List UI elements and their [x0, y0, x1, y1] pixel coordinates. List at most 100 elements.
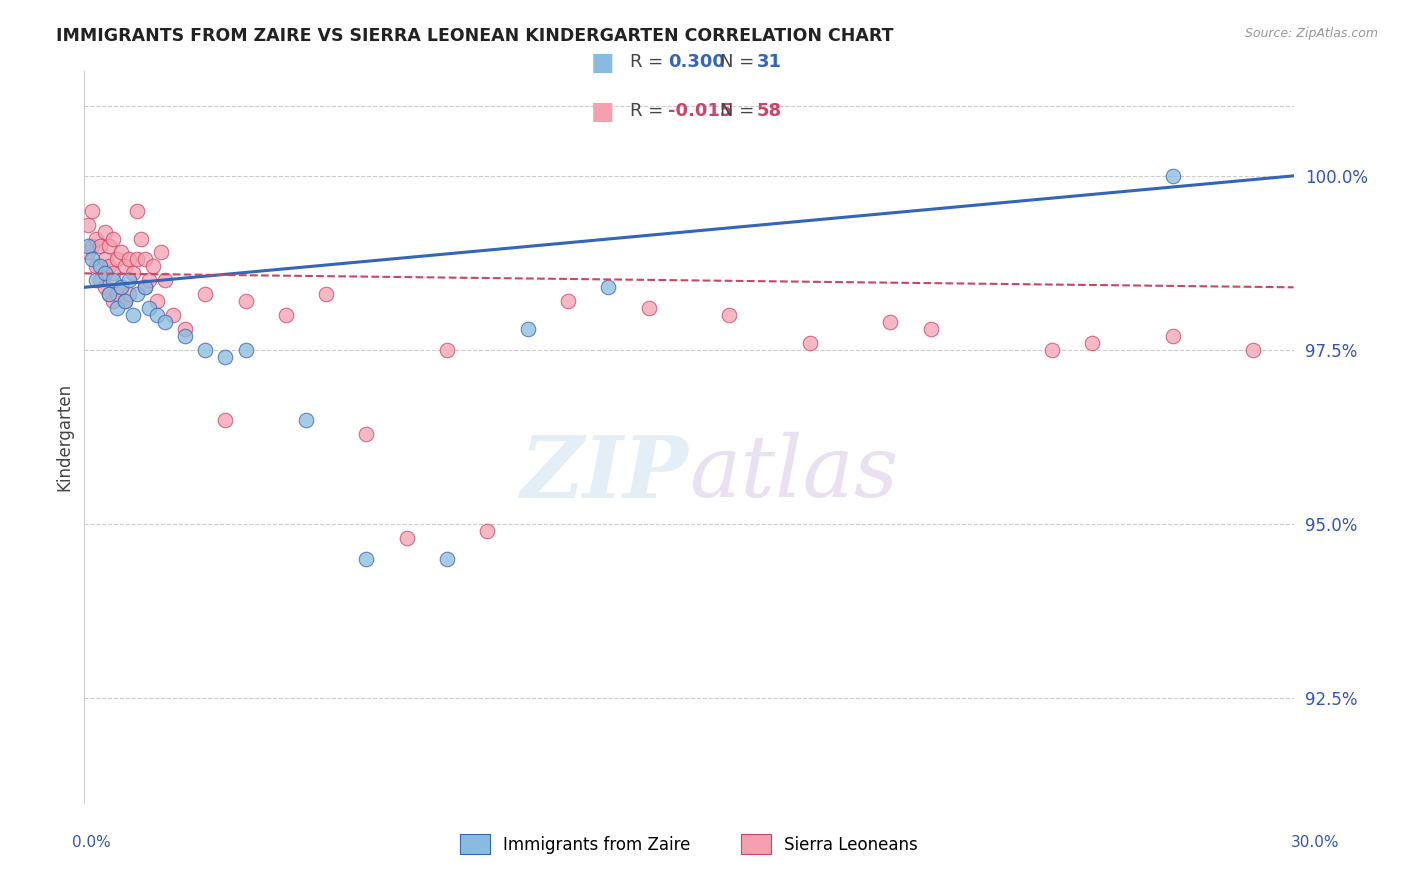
- Point: [637, 301, 659, 316]
- Point: [93, 252, 115, 267]
- Text: 30.0%: 30.0%: [1291, 836, 1339, 850]
- Point: [149, 245, 172, 260]
- Point: [86, 260, 108, 274]
- Point: [194, 287, 217, 301]
- Point: [93, 280, 115, 294]
- Point: [110, 280, 132, 294]
- Point: [162, 308, 184, 322]
- Text: N =: N =: [720, 103, 759, 120]
- Point: [118, 287, 141, 301]
- Point: [142, 260, 165, 274]
- Text: 58: 58: [756, 103, 782, 120]
- Point: [138, 273, 160, 287]
- Point: [799, 336, 821, 351]
- Point: [101, 231, 124, 245]
- Point: [194, 343, 217, 357]
- Point: [105, 287, 128, 301]
- Point: [114, 260, 136, 274]
- Text: -0.015: -0.015: [668, 103, 733, 120]
- Point: [125, 252, 148, 267]
- Point: [134, 252, 156, 267]
- Text: atlas: atlas: [689, 433, 898, 515]
- Point: [235, 343, 257, 357]
- Point: [174, 329, 197, 343]
- Legend: Immigrants from Zaire, Sierra Leoneans: Immigrants from Zaire, Sierra Leoneans: [453, 828, 925, 860]
- Point: [214, 412, 236, 426]
- Point: [134, 280, 156, 294]
- Point: [77, 238, 100, 252]
- Point: [174, 322, 197, 336]
- Text: 31: 31: [756, 54, 782, 71]
- Point: [274, 308, 297, 322]
- Point: [86, 231, 108, 245]
- Text: 0.0%: 0.0%: [72, 836, 111, 850]
- Y-axis label: Kindergarten: Kindergarten: [55, 383, 73, 491]
- Point: [77, 245, 100, 260]
- Point: [153, 273, 176, 287]
- Point: [89, 260, 111, 274]
- Point: [82, 238, 104, 252]
- Point: [101, 273, 124, 287]
- Point: [146, 308, 169, 322]
- Point: [125, 287, 148, 301]
- Point: [77, 218, 100, 232]
- Point: [105, 252, 128, 267]
- Text: R =: R =: [630, 103, 669, 120]
- Point: [235, 294, 257, 309]
- Point: [557, 294, 579, 309]
- Point: [146, 294, 169, 309]
- Point: [129, 231, 152, 245]
- Point: [214, 350, 236, 364]
- Point: [86, 273, 108, 287]
- Point: [114, 294, 136, 309]
- Point: [295, 412, 318, 426]
- Point: [1241, 343, 1264, 357]
- Point: [315, 287, 337, 301]
- Point: [114, 294, 136, 309]
- Point: [93, 225, 115, 239]
- Text: R =: R =: [630, 54, 669, 71]
- Point: [82, 203, 104, 218]
- Text: 0.300: 0.300: [668, 54, 724, 71]
- Point: [118, 273, 141, 287]
- Point: [598, 280, 620, 294]
- Point: [118, 252, 141, 267]
- Text: ZIP: ZIP: [522, 432, 689, 516]
- Point: [89, 238, 111, 252]
- Text: Source: ZipAtlas.com: Source: ZipAtlas.com: [1244, 27, 1378, 40]
- Point: [121, 308, 143, 322]
- Point: [125, 203, 148, 218]
- Point: [356, 426, 378, 441]
- Point: [920, 322, 942, 336]
- Point: [89, 273, 111, 287]
- Point: [436, 343, 458, 357]
- Point: [93, 266, 115, 280]
- Point: [101, 266, 124, 280]
- Point: [879, 315, 901, 329]
- Point: [134, 280, 156, 294]
- Text: N =: N =: [720, 54, 759, 71]
- Point: [82, 252, 104, 267]
- Point: [1161, 169, 1184, 183]
- Text: IMMIGRANTS FROM ZAIRE VS SIERRA LEONEAN KINDERGARTEN CORRELATION CHART: IMMIGRANTS FROM ZAIRE VS SIERRA LEONEAN …: [56, 27, 894, 45]
- Point: [138, 301, 160, 316]
- Point: [110, 280, 132, 294]
- Point: [121, 266, 143, 280]
- Point: [110, 245, 132, 260]
- Point: [436, 552, 458, 566]
- Point: [1081, 336, 1104, 351]
- Point: [356, 552, 378, 566]
- Point: [97, 238, 120, 252]
- Text: ■: ■: [591, 100, 614, 123]
- Point: [477, 524, 499, 538]
- Point: [97, 287, 120, 301]
- Point: [97, 287, 120, 301]
- Point: [395, 531, 418, 545]
- Point: [1161, 329, 1184, 343]
- Point: [718, 308, 741, 322]
- Point: [105, 301, 128, 316]
- Point: [153, 315, 176, 329]
- Point: [97, 260, 120, 274]
- Point: [101, 294, 124, 309]
- Point: [516, 322, 538, 336]
